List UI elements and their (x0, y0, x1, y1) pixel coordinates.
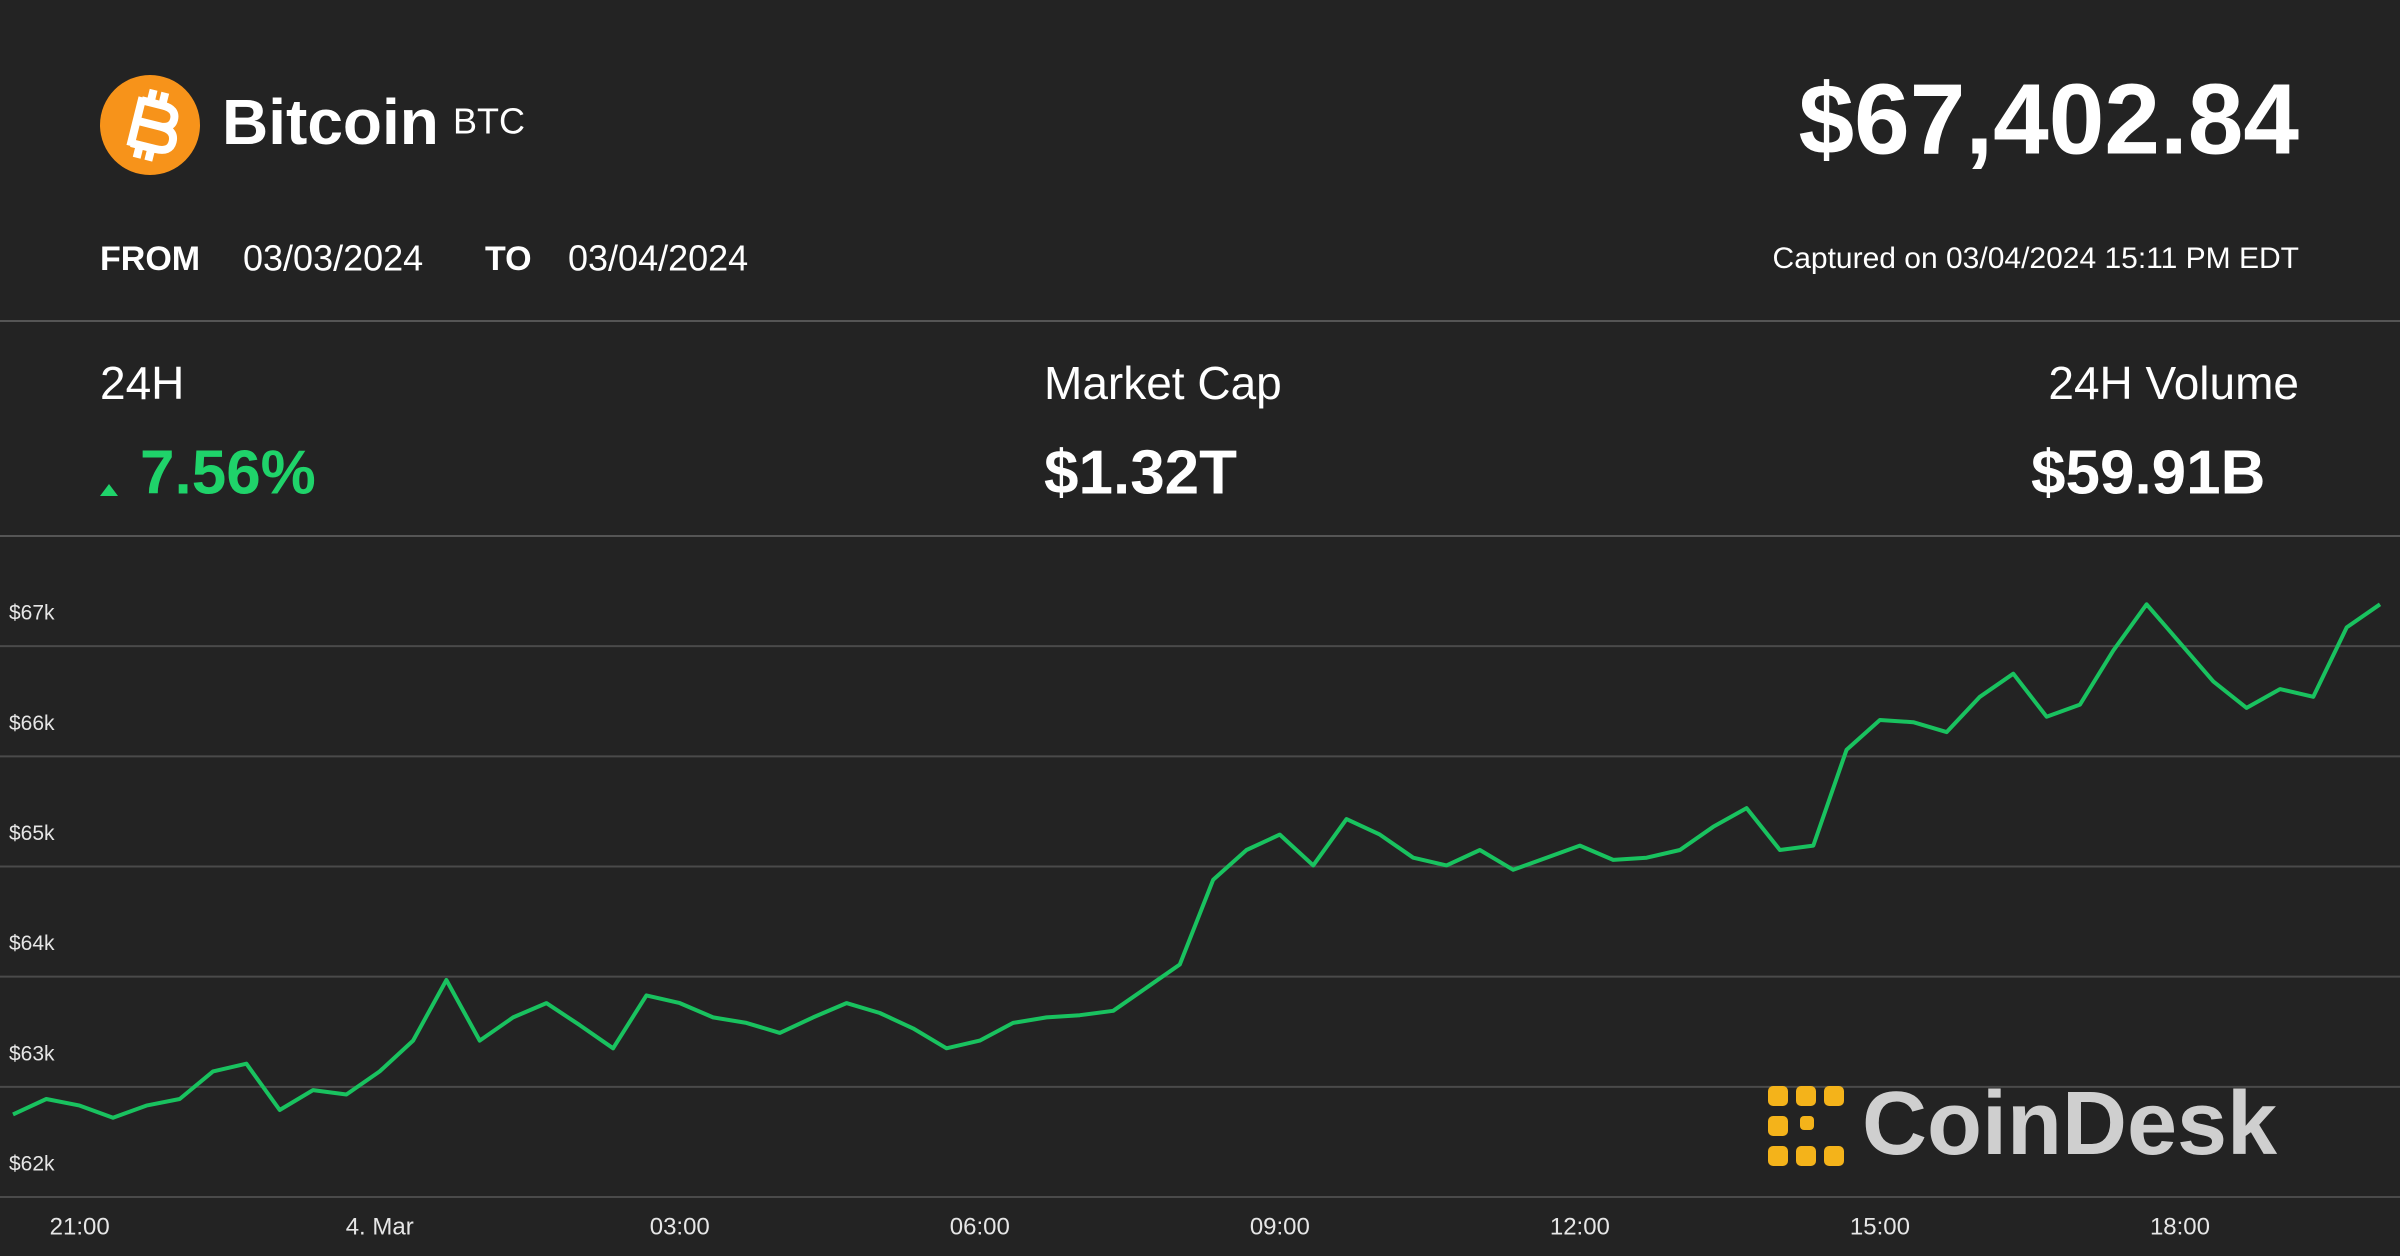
y-tick-label: $64k (9, 932, 55, 955)
x-tick-label: 03:00 (650, 1213, 710, 1240)
x-tick-label: 18:00 (2150, 1213, 2210, 1240)
y-tick-label: $63k (9, 1042, 55, 1065)
from-label: FROM (100, 240, 200, 278)
coin-symbol: BTC (453, 101, 525, 142)
x-tick-label: 15:00 (1850, 1213, 1910, 1240)
captured: Captured on 03/04/2024 15:11 PM EDT (1773, 242, 2299, 275)
y-tick-label: $65k (9, 822, 55, 845)
price-line (12, 602, 2382, 1120)
coindesk-logo: CoinDesk (1768, 1074, 2278, 1174)
from-date: 03/03/2024 (243, 238, 423, 279)
up-arrow (100, 484, 118, 496)
stat-label: 24H Volume (2048, 357, 2299, 409)
to-label: TO (485, 240, 532, 278)
stat-value: 7.56% (140, 438, 316, 507)
plot: $62k $63k $64k $65k $66k $67k 21:00 4. Mar 03:00… (0, 602, 2400, 1240)
stat-label: Market Cap (1044, 357, 1282, 409)
brand: CoinDesk (1862, 1074, 2278, 1174)
x-tick-label: 06:00 (950, 1213, 1010, 1240)
stat-value: $59.91B (2031, 438, 2265, 507)
bitcoin-logo (100, 75, 200, 175)
x-tick-label: 4. Mar (346, 1213, 414, 1240)
price: $67,402.84 (1799, 63, 2300, 175)
stat-label: 24H (100, 357, 184, 409)
x-tick-label: 21:00 (50, 1213, 110, 1240)
y-tick-label: $67k (9, 602, 55, 625)
x-tick-label: 09:00 (1250, 1213, 1310, 1240)
y-tick-label: $62k (9, 1153, 55, 1176)
stat-value: $1.32T (1044, 438, 1237, 507)
coin-name: Bitcoin (222, 86, 439, 158)
y-tick-label: $66k (9, 712, 55, 735)
x-tick-label: 12:00 (1550, 1213, 1610, 1240)
to-date: 03/04/2024 (568, 238, 748, 279)
